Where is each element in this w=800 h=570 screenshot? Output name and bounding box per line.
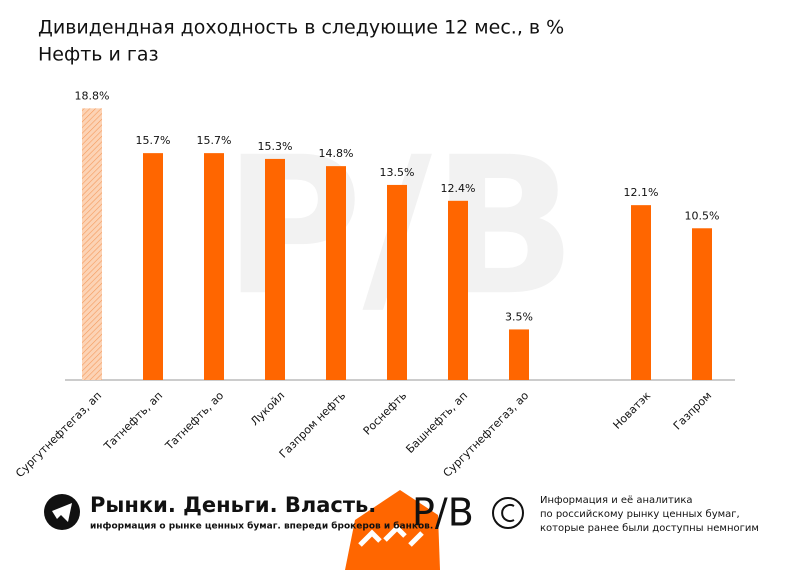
footer-tagline: информация о рынке ценных бумаг. впереди… [90, 521, 433, 532]
value-label: 18.8% [75, 89, 110, 102]
bar [631, 205, 651, 380]
telegram-plane [52, 503, 72, 522]
value-label: 15.7% [197, 134, 232, 147]
value-label: 12.1% [624, 186, 659, 199]
value-label: 3.5% [505, 310, 533, 323]
footer-note: Информация и её аналитика [540, 495, 693, 506]
value-label: 13.5% [380, 166, 415, 179]
value-label: 15.3% [258, 140, 293, 153]
value-label: 12.4% [441, 182, 476, 195]
footer-brand: Рынки. Деньги. Власть. [90, 493, 376, 517]
chart-title: Дивидендная доходность в следующие 12 ме… [38, 17, 564, 39]
decor-lines [358, 524, 424, 547]
footer-note: которые ранее были доступны немногим [540, 523, 759, 534]
value-label: 15.7% [136, 134, 171, 147]
bar [265, 158, 285, 380]
chart-subtitle: Нефть и газ [38, 44, 159, 66]
value-label: 10.5% [685, 209, 720, 222]
logo-c [501, 504, 515, 522]
bar [143, 153, 163, 380]
bar [326, 166, 346, 380]
bar [448, 200, 468, 380]
bar [387, 184, 407, 380]
logo-circle [492, 497, 524, 529]
bar [509, 329, 529, 380]
value-label: 14.8% [319, 147, 354, 160]
footer-note: по российскому рынку ценных бумаг, [540, 509, 740, 520]
footer-logo: Р/В [412, 491, 474, 535]
bar [692, 228, 712, 380]
bar [204, 153, 224, 380]
bar [82, 108, 102, 380]
